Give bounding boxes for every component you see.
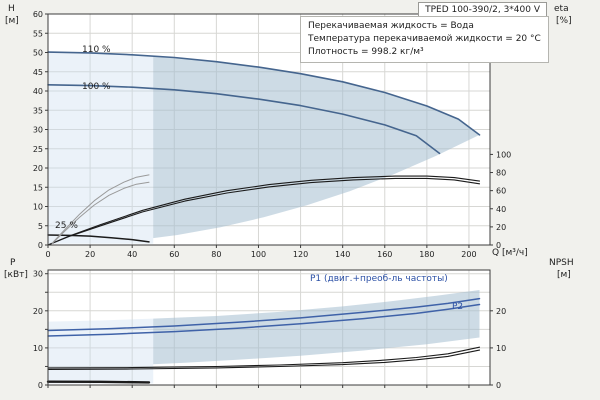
tick-label: 40 bbox=[33, 87, 43, 96]
info-line-liquid: Перекачиваемая жидкость = Вода bbox=[308, 21, 474, 31]
flow-axis-unit: Q [м³/ч] bbox=[492, 248, 528, 258]
tick-label: 30 bbox=[33, 270, 43, 279]
tick-label: 200 bbox=[461, 250, 476, 259]
eta-curve-1 bbox=[47, 175, 481, 246]
speed-100-label: 100 % bbox=[82, 82, 111, 92]
tick-label: 40 bbox=[496, 205, 506, 214]
liquid-info-box: Перекачиваемая жидкость = Вода Температу… bbox=[300, 16, 549, 63]
head-axis-unit: [м] bbox=[5, 16, 19, 26]
npsh-axis-symbol: NPSH bbox=[549, 258, 574, 268]
tick-label: 140 bbox=[335, 250, 350, 259]
tick-label: 20 bbox=[496, 223, 506, 232]
speed-110-curve bbox=[47, 51, 481, 136]
tick-label: 50 bbox=[33, 49, 43, 58]
eta-reduced-speed-curve-2 bbox=[51, 181, 150, 244]
tick-label: 0 bbox=[496, 241, 501, 250]
speed-25-label: 25 % bbox=[55, 221, 78, 231]
tick-label: 10 bbox=[33, 203, 43, 212]
tick-label: 10 bbox=[496, 344, 506, 353]
tick-label: 30 bbox=[33, 126, 43, 135]
tick-label: 100 bbox=[251, 250, 266, 259]
tick-label: 0 bbox=[496, 381, 501, 390]
tick-label: 25 bbox=[33, 145, 43, 154]
tick-label: 20 bbox=[496, 307, 506, 316]
low-flow-region bbox=[48, 52, 154, 244]
p1-curve bbox=[47, 297, 481, 332]
tick-label: 35 bbox=[33, 106, 43, 115]
info-line-temperature: Температура перекачиваемой жидкости = 20… bbox=[308, 34, 541, 44]
tick-label: 0 bbox=[38, 381, 43, 390]
npsh-axis-unit: [м] bbox=[557, 270, 571, 280]
p2-curve bbox=[47, 303, 481, 337]
tick-label: 0 bbox=[45, 250, 50, 259]
p-25-speed-curve bbox=[46, 380, 151, 384]
npsh-curve-1 bbox=[47, 346, 481, 369]
eta-reduced-speed-curve-1 bbox=[51, 174, 150, 244]
tick-label: 5 bbox=[38, 222, 43, 231]
tick-label: 60 bbox=[169, 250, 179, 259]
tick-label: 60 bbox=[33, 10, 43, 19]
npsh-curve-2 bbox=[47, 349, 481, 370]
tick-label: 180 bbox=[419, 250, 434, 259]
tick-label: 45 bbox=[33, 68, 43, 77]
tick-label: 55 bbox=[33, 29, 43, 38]
tick-label: 60 bbox=[496, 187, 506, 196]
power-npsh-chart-border bbox=[47, 269, 491, 386]
power-axis-symbol: P bbox=[10, 258, 16, 268]
tick-label: 20 bbox=[33, 164, 43, 173]
p2-curve-label: P2 bbox=[452, 302, 464, 312]
p1-curve-label: P1 (двиг.+преоб-ль частоты) bbox=[310, 274, 448, 284]
tick-label: 80 bbox=[211, 250, 221, 259]
tick-label: 40 bbox=[127, 250, 137, 259]
eta-axis-unit: [%] bbox=[556, 16, 572, 26]
tick-label: 120 bbox=[293, 250, 308, 259]
operating-envelope bbox=[153, 56, 480, 239]
eta-axis-symbol: eta bbox=[554, 4, 569, 14]
tick-label: 20 bbox=[85, 250, 95, 259]
tick-label: 80 bbox=[496, 169, 506, 178]
tick-label: 100 bbox=[496, 150, 511, 159]
tick-label: 10 bbox=[33, 344, 43, 353]
speed-100-curve bbox=[47, 84, 441, 155]
tick-label: 20 bbox=[33, 307, 43, 316]
speed-25-curve bbox=[47, 234, 150, 243]
tick-label: 160 bbox=[377, 250, 392, 259]
eta-curve-2 bbox=[47, 177, 481, 246]
power-axis-unit: [кВт] bbox=[4, 270, 28, 280]
tick-label: 15 bbox=[33, 183, 43, 192]
tick-label: 0 bbox=[38, 241, 43, 250]
info-line-density: Плотность = 998.2 кг/м³ bbox=[308, 47, 424, 57]
speed-110-label: 110 % bbox=[82, 45, 111, 55]
head-axis-symbol: H bbox=[8, 4, 15, 14]
